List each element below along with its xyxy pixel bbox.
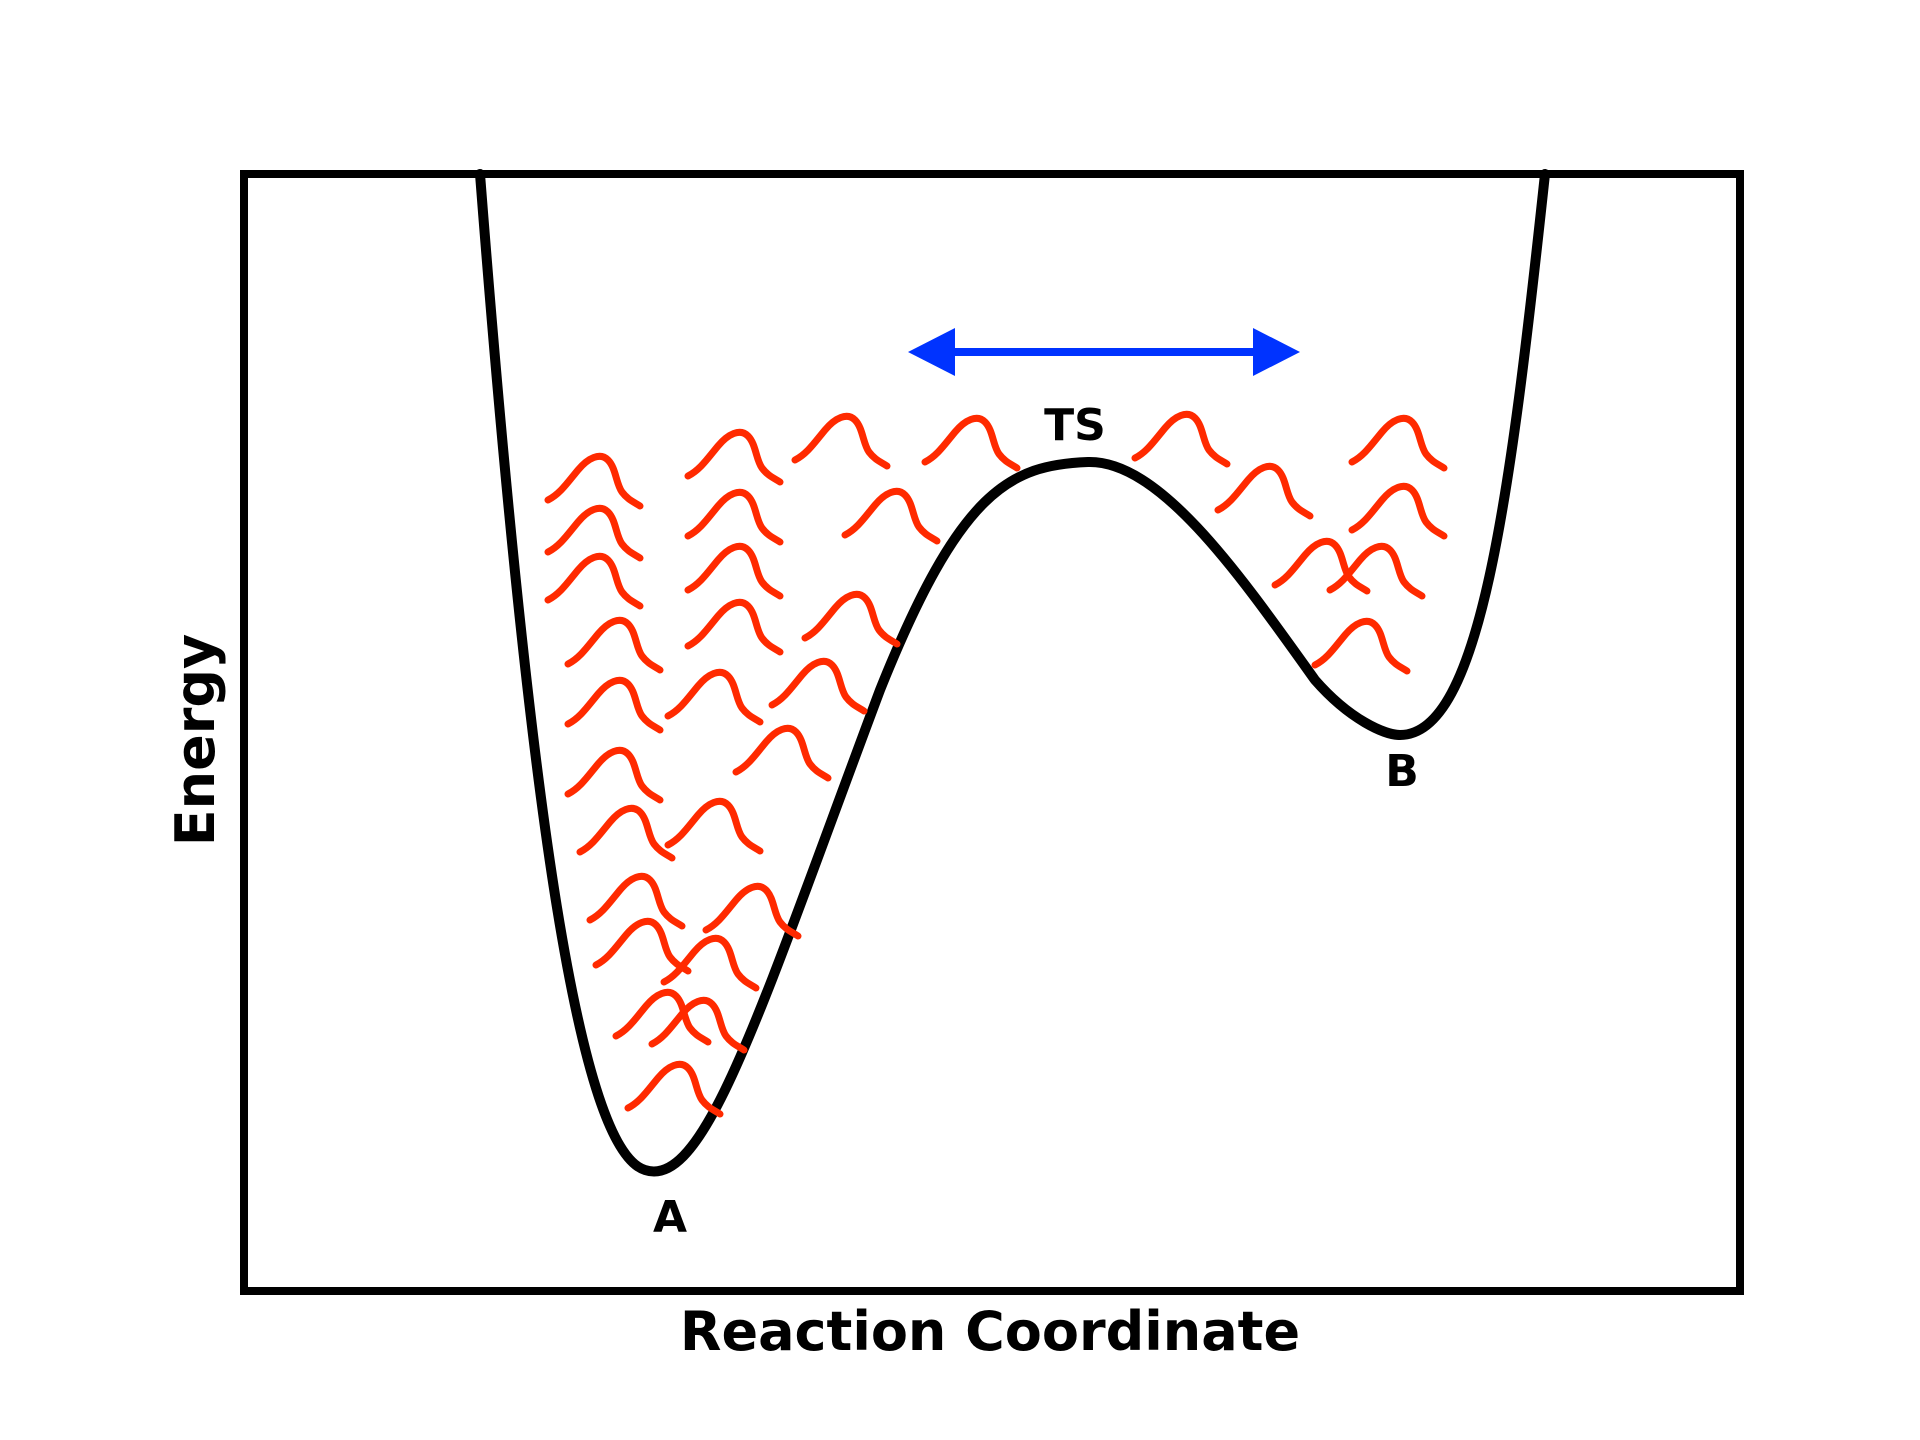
wavepacket-icon: [568, 620, 660, 670]
wavepacket-icon: [580, 808, 672, 858]
wavepacket-icon: [668, 801, 760, 851]
wavepacket-icon: [688, 492, 780, 542]
wavepacket-icon: [596, 921, 688, 971]
wavepacket-icon: [1135, 414, 1227, 464]
wavepacket-icon: [688, 432, 780, 482]
double-headed-arrow: [908, 328, 1300, 376]
wavepacket-icon: [805, 594, 897, 644]
y-axis-label: Energy: [164, 634, 227, 846]
wavepacket-icon: [548, 556, 640, 606]
wavepacket-icon: [1218, 466, 1310, 516]
wavepacket-icon: [795, 416, 887, 466]
wavepacket-icon: [548, 508, 640, 558]
plot-frame: [240, 170, 1744, 1295]
wavepacket-icon: [925, 418, 1017, 468]
wavepacket-group: [548, 414, 1444, 1114]
wavepacket-icon: [1315, 621, 1407, 671]
arrow-right-head-icon: [1253, 328, 1300, 376]
product-label: B: [1385, 746, 1419, 797]
x-axis-label: Reaction Coordinate: [680, 1300, 1300, 1363]
wavepacket-icon: [772, 661, 864, 711]
wavepacket-icon: [706, 886, 798, 936]
wavepacket-icon: [688, 602, 780, 652]
wavepacket-icon: [668, 672, 760, 722]
wavepacket-icon: [688, 546, 780, 596]
wavepacket-icon: [736, 728, 828, 778]
wavepacket-icon: [548, 456, 640, 506]
wavepacket-icon: [652, 1000, 744, 1050]
reactant-label: A: [653, 1192, 687, 1243]
potential-energy-curve: [475, 169, 1550, 1177]
wavepacket-icon: [590, 876, 682, 926]
wavepacket-icon: [568, 680, 660, 730]
wavepacket-icon: [568, 750, 660, 800]
arrow-left-head-icon: [908, 328, 955, 376]
wavepacket-icon: [628, 1064, 720, 1114]
wavepacket-icon: [1352, 418, 1444, 468]
transition-state-label: TS: [1044, 400, 1106, 451]
wavepacket-icon: [845, 491, 937, 541]
wavepacket-icon: [1352, 486, 1444, 536]
